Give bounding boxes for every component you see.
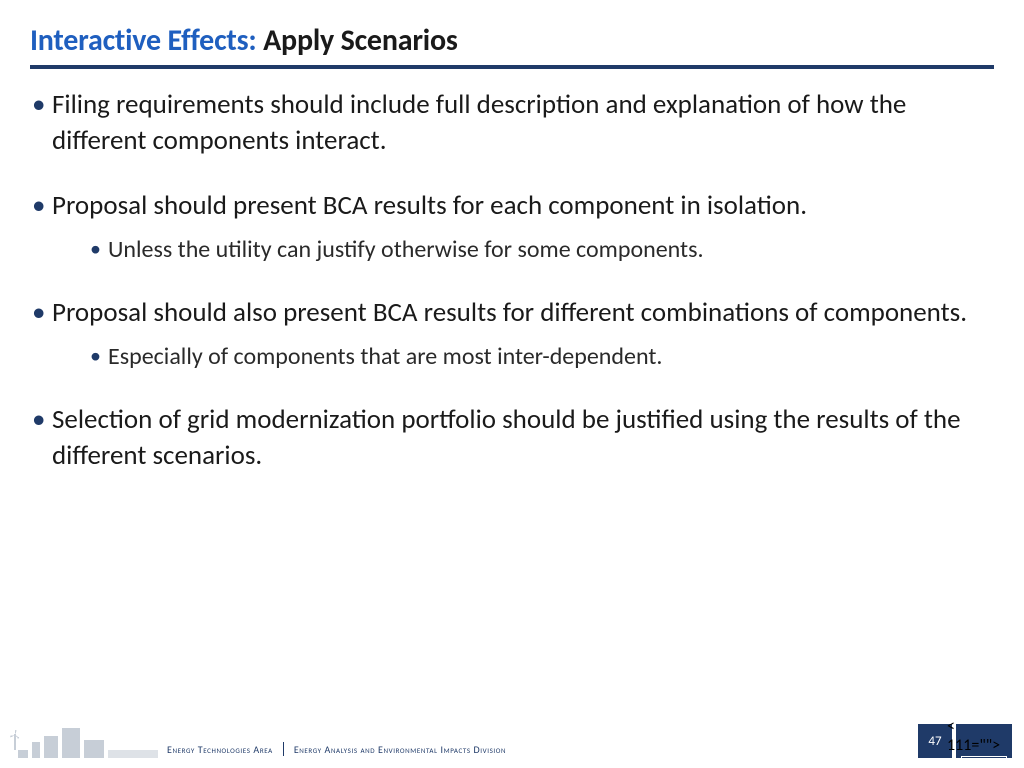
sub-list: Unless the utility can justify otherwise…	[52, 234, 994, 266]
berkeley-lab-logo: < 111=""> BERKELEY LAB	[956, 724, 1012, 758]
sub-list: Especially of components that are most i…	[52, 341, 994, 373]
bullet-text: Proposal should also present BCA results…	[52, 296, 967, 329]
bullet-list: Filing requirements should include full …	[30, 87, 994, 474]
bullet-text: Selection of grid modernization portfoli…	[52, 403, 961, 472]
bullet-item: Proposal should present BCA results for …	[30, 188, 994, 267]
lab-name: BERKELEY LAB	[961, 756, 1008, 766]
footer-division: Energy Analysis and Environmental Impact…	[294, 743, 506, 756]
bullet-item: Filing requirements should include full …	[30, 87, 994, 160]
slide-title: Interactive Effects: Apply Scenarios	[30, 22, 994, 59]
bullet-item: Proposal should also present BCA results…	[30, 295, 994, 374]
footer-separator	[283, 742, 284, 756]
footer-right: 47 < 111=""> BERKELEY LAB	[918, 724, 1012, 758]
bullet-item: Selection of grid modernization portfoli…	[30, 402, 994, 475]
footer: Energy Technologies Area Energy Analysis…	[0, 714, 1024, 758]
footer-text: Energy Technologies Area Energy Analysis…	[167, 742, 506, 758]
title-emphasis: Interactive Effects:	[30, 22, 256, 59]
title-region: Interactive Effects: Apply Scenarios	[30, 22, 994, 69]
slide: Interactive Effects: Apply Scenarios Fil…	[0, 0, 1024, 474]
bullet-text: Proposal should present BCA results for …	[52, 189, 807, 222]
sub-bullet-item: Unless the utility can justify otherwise…	[90, 234, 994, 266]
page-number: 47	[928, 734, 941, 749]
footer-area: Energy Technologies Area	[167, 743, 273, 756]
title-rest: Apply Scenarios	[256, 22, 457, 59]
sub-bullet-text: Especially of components that are most i…	[108, 342, 662, 371]
bullet-text: Filing requirements should include full …	[52, 88, 906, 157]
org-logo	[12, 722, 167, 758]
footer-left: Energy Technologies Area Energy Analysis…	[12, 722, 918, 758]
sub-bullet-item: Especially of components that are most i…	[90, 341, 994, 373]
sub-bullet-text: Unless the utility can justify otherwise…	[108, 235, 704, 264]
